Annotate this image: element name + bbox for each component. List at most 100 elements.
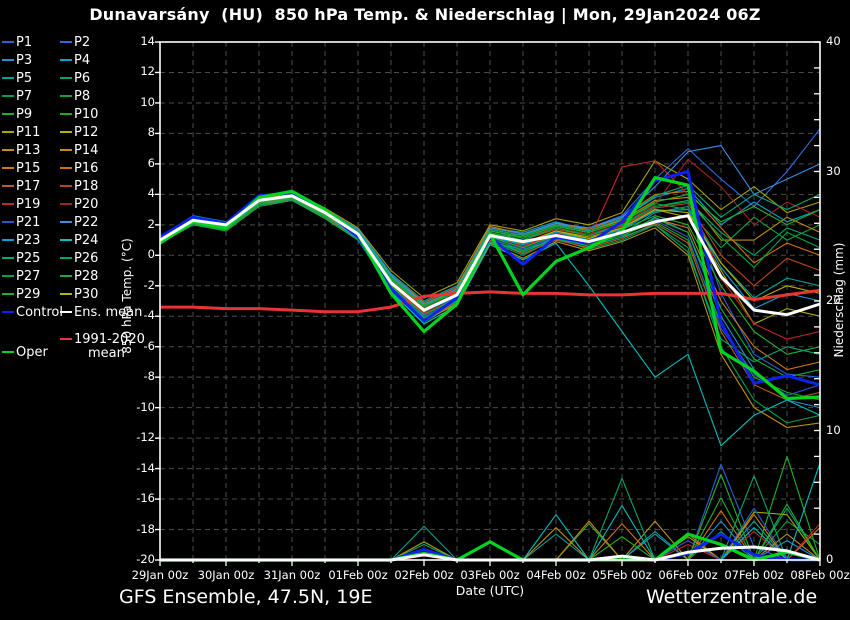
- legend-item-p11: P11: [2, 124, 40, 140]
- legend-swatch: [60, 239, 72, 241]
- model-info-text: GFS Ensemble, 47.5N, 19E: [119, 586, 373, 608]
- date-tick-label: 05Feb 00z: [592, 568, 652, 582]
- legend-swatch: [2, 257, 14, 259]
- legend-label: P21: [16, 214, 41, 230]
- legend-label: P14: [74, 142, 99, 158]
- legend-swatch: [2, 185, 14, 187]
- legend-label: P15: [16, 160, 41, 176]
- legend-label: P5: [16, 70, 33, 86]
- date-tick-label: 03Feb 00z: [460, 568, 520, 582]
- legend-swatch: [60, 203, 72, 205]
- legend-item-p4: P4: [60, 52, 90, 68]
- legend-item-p5: P5: [2, 70, 32, 86]
- temp-tick-label: 12: [140, 64, 155, 79]
- legend-swatch: [2, 203, 14, 205]
- legend-label: P10: [74, 106, 99, 122]
- legend-item-p18: P18: [60, 178, 98, 194]
- legend-item-p2: P2: [60, 34, 90, 50]
- legend-swatch: [2, 311, 14, 313]
- legend-swatch: [2, 131, 14, 133]
- legend-swatch: [2, 293, 14, 295]
- legend-label: P20: [74, 196, 99, 212]
- temp-tick-label: 8: [147, 125, 155, 140]
- temp-tick-label: -8: [143, 369, 155, 384]
- legend-swatch: [2, 59, 14, 61]
- legend-swatch: [60, 338, 72, 340]
- precip-tick-label: 30: [826, 163, 841, 178]
- legend-swatch: [60, 311, 72, 313]
- legend-label: Control: [16, 304, 63, 320]
- legend-swatch: [2, 167, 14, 169]
- precip-tick-label: 0: [826, 552, 834, 566]
- legend-item-p14: P14: [60, 142, 98, 158]
- precip-tick-label: 40: [826, 34, 841, 48]
- right-axis-label: Niederschlag (mm): [832, 242, 846, 358]
- temp-tick-label: -2: [143, 277, 155, 292]
- chart-title: Dunavarsány (HU) 850 hPa Temp. & Nieders…: [89, 5, 761, 24]
- legend-swatch: [60, 185, 72, 187]
- legend-label: P1: [16, 34, 33, 50]
- date-tick-label: 04Feb 00z: [526, 568, 586, 582]
- legend-label: P7: [16, 88, 33, 104]
- legend-item-p1: P1: [2, 34, 32, 50]
- legend-label: Oper: [16, 344, 48, 360]
- date-tick-label: 01Feb 00z: [328, 568, 388, 582]
- legend-swatch: [2, 77, 14, 79]
- date-tick-label: 31Jan 00z: [263, 568, 321, 582]
- legend-swatch: [2, 41, 14, 43]
- legend-item-p29: P29: [2, 286, 40, 302]
- precip-tick-label: 10: [826, 422, 841, 437]
- legend-item-p24: P24: [60, 232, 98, 248]
- temp-tick-label: 0: [147, 247, 155, 262]
- temp-tick-label: -6: [143, 338, 155, 353]
- series-line: [159, 193, 821, 307]
- legend-label: P27: [16, 268, 41, 284]
- legend-label: P3: [16, 52, 33, 68]
- legend-item-p10: P10: [60, 106, 98, 122]
- temp-tick-label: 6: [147, 155, 155, 170]
- temp-tick-label: -12: [136, 430, 155, 445]
- legend-item-p25: P25: [2, 250, 40, 266]
- legend-item-p23: P23: [2, 232, 40, 248]
- legend-label: P30: [74, 286, 99, 302]
- series-line: [159, 176, 821, 401]
- legend-label: P23: [16, 232, 41, 248]
- legend-swatch: [2, 149, 14, 151]
- legend-item-p7: P7: [2, 88, 32, 104]
- legend-label: P12: [74, 124, 99, 140]
- temp-tick-label: -18: [136, 521, 155, 536]
- series-line: [159, 199, 821, 363]
- legend-item-p30: P30: [60, 286, 98, 302]
- legend-swatch: [60, 257, 72, 259]
- legend-label: P6: [74, 70, 91, 86]
- legend-swatch: [74, 352, 86, 354]
- temp-tick-label: -4: [143, 308, 155, 323]
- legend-label: P25: [16, 250, 41, 266]
- legend-item-p9: P9: [2, 106, 32, 122]
- legend-item-p26: P26: [60, 250, 98, 266]
- legend-label: P9: [16, 106, 33, 122]
- legend-swatch: [60, 167, 72, 169]
- legend-item-p3: P3: [2, 52, 32, 68]
- legend-item-ens-mean: Ens. mean: [60, 304, 142, 320]
- date-tick-label: 08Feb 00z: [790, 568, 850, 582]
- legend-swatch: [60, 95, 72, 97]
- date-tick-label: 29Jan 00z: [131, 568, 189, 582]
- legend-label: mean: [88, 345, 125, 361]
- legend-swatch: [2, 95, 14, 97]
- temp-tick-label: -14: [136, 460, 155, 475]
- legend-label: 1991-2020: [74, 331, 145, 347]
- legend-swatch: [2, 239, 14, 241]
- legend-item-p22: P22: [60, 214, 98, 230]
- legend-item-p16: P16: [60, 160, 98, 176]
- legend-item-p21: P21: [2, 214, 40, 230]
- legend-item-p20: P20: [60, 196, 98, 212]
- legend-label: P26: [74, 250, 99, 266]
- legend-label: P28: [74, 268, 99, 284]
- legend-label: P18: [74, 178, 99, 194]
- legend-label: P8: [74, 88, 91, 104]
- legend-item-p15: P15: [2, 160, 40, 176]
- legend-item-p27: P27: [2, 268, 40, 284]
- legend-swatch: [60, 293, 72, 295]
